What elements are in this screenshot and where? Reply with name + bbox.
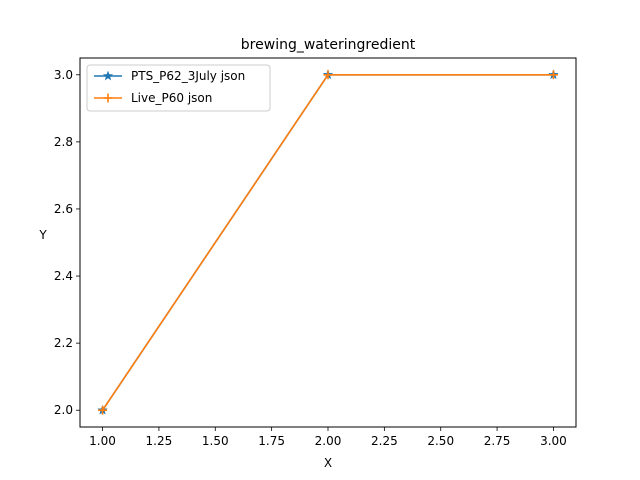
x-tick-label: 2.25: [371, 434, 398, 448]
y-tick-label: 2.8: [54, 135, 73, 149]
legend: PTS_P62_3July json Live_P60 json: [86, 64, 271, 112]
x-tick-label: 3.00: [540, 434, 567, 448]
legend-label: PTS_P62_3July json: [131, 69, 245, 83]
x-axis: 1.00 1.25 1.50 1.75 2.00 2.25 2.50 2.75 3.00: [89, 427, 567, 448]
legend-marker-swatch: [102, 70, 114, 81]
y-axis-label: Y: [38, 228, 47, 242]
series-2: [98, 70, 558, 415]
y-tick-label: 2.6: [54, 202, 73, 216]
legend-box: [86, 64, 271, 112]
data-point-marker: [548, 70, 558, 80]
x-tick-label: 2.00: [315, 434, 342, 448]
y-tick-label: 2.4: [54, 269, 73, 283]
legend-entry: Live_P60 json: [94, 91, 212, 105]
x-tick-label: 1.75: [258, 434, 285, 448]
legend-entry: PTS_P62_3July json: [94, 69, 245, 83]
x-axis-label: X: [324, 456, 332, 470]
x-tick-label: 1.50: [202, 434, 229, 448]
plot-series: [97, 69, 559, 415]
legend-label: Live_P60 json: [131, 91, 212, 105]
data-point-marker: [98, 405, 108, 415]
y-axis: 2.0 2.2 2.4 2.6 2.8 3.0: [54, 68, 80, 417]
data-point-marker: [323, 70, 333, 80]
x-tick-label: 1.00: [89, 434, 116, 448]
x-tick-label: 2.50: [427, 434, 454, 448]
legend-marker-swatch: [103, 93, 113, 103]
x-tick-label: 2.75: [484, 434, 511, 448]
y-tick-label: 3.0: [54, 68, 73, 82]
y-tick-label: 2.2: [54, 336, 73, 350]
chart-title: brewing_wateringredient: [241, 37, 416, 53]
y-tick-label: 2.0: [54, 403, 73, 417]
x-tick-label: 1.25: [146, 434, 173, 448]
